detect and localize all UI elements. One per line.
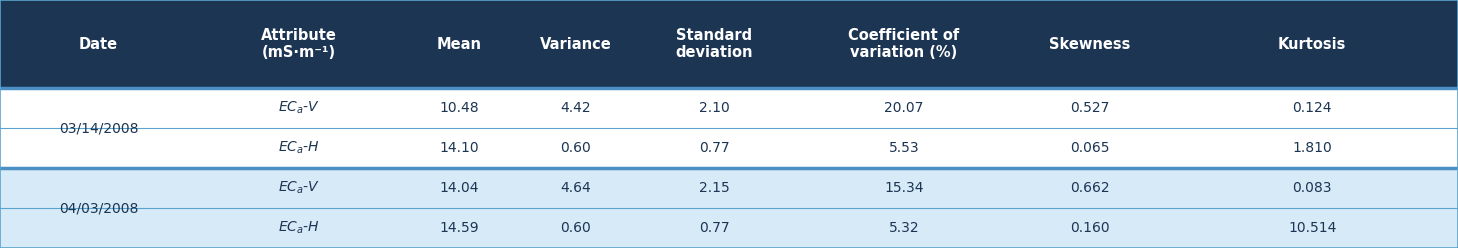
- Text: 0.083: 0.083: [1292, 181, 1333, 195]
- Text: Variance: Variance: [539, 36, 612, 52]
- Text: $EC_a$-V: $EC_a$-V: [278, 180, 319, 196]
- Bar: [0, 0, 1458, 88]
- Text: 03/14/2008: 03/14/2008: [58, 121, 139, 135]
- Text: Coefficient of
variation (%): Coefficient of variation (%): [849, 28, 959, 60]
- Bar: [0, 128, 1458, 168]
- Bar: [0, 88, 1458, 128]
- Text: 0.60: 0.60: [560, 221, 592, 235]
- Text: 2.15: 2.15: [698, 181, 730, 195]
- Text: 4.64: 4.64: [560, 181, 592, 195]
- Text: 0.662: 0.662: [1070, 181, 1110, 195]
- Text: Skewness: Skewness: [1050, 36, 1130, 52]
- Text: 0.160: 0.160: [1070, 221, 1110, 235]
- Text: 04/03/2008: 04/03/2008: [58, 201, 139, 215]
- Text: 14.10: 14.10: [439, 141, 480, 155]
- Bar: [0, 168, 1458, 208]
- Text: 5.53: 5.53: [888, 141, 920, 155]
- Text: 10.48: 10.48: [439, 101, 480, 115]
- Text: 0.124: 0.124: [1292, 101, 1333, 115]
- Text: 0.60: 0.60: [560, 141, 592, 155]
- Text: 0.77: 0.77: [698, 221, 730, 235]
- Text: 0.527: 0.527: [1070, 101, 1110, 115]
- Text: 15.34: 15.34: [884, 181, 924, 195]
- Text: Attribute
(mS·m⁻¹): Attribute (mS·m⁻¹): [261, 28, 337, 60]
- Text: $EC_a$-V: $EC_a$-V: [278, 100, 319, 116]
- Text: $EC_a$-H: $EC_a$-H: [278, 220, 319, 236]
- Text: 1.810: 1.810: [1292, 141, 1333, 155]
- Text: 14.59: 14.59: [439, 221, 480, 235]
- Text: 10.514: 10.514: [1287, 221, 1337, 235]
- Text: 14.04: 14.04: [439, 181, 480, 195]
- Text: 0.77: 0.77: [698, 141, 730, 155]
- Text: 4.42: 4.42: [560, 101, 592, 115]
- Text: Kurtosis: Kurtosis: [1279, 36, 1346, 52]
- Text: 2.10: 2.10: [698, 101, 730, 115]
- Text: 5.32: 5.32: [888, 221, 920, 235]
- Text: Date: Date: [79, 36, 118, 52]
- Text: 0.065: 0.065: [1070, 141, 1110, 155]
- Text: 20.07: 20.07: [884, 101, 924, 115]
- Text: Mean: Mean: [437, 36, 481, 52]
- Text: Standard
deviation: Standard deviation: [675, 28, 754, 60]
- Text: $EC_a$-H: $EC_a$-H: [278, 140, 319, 156]
- Bar: [0, 208, 1458, 248]
